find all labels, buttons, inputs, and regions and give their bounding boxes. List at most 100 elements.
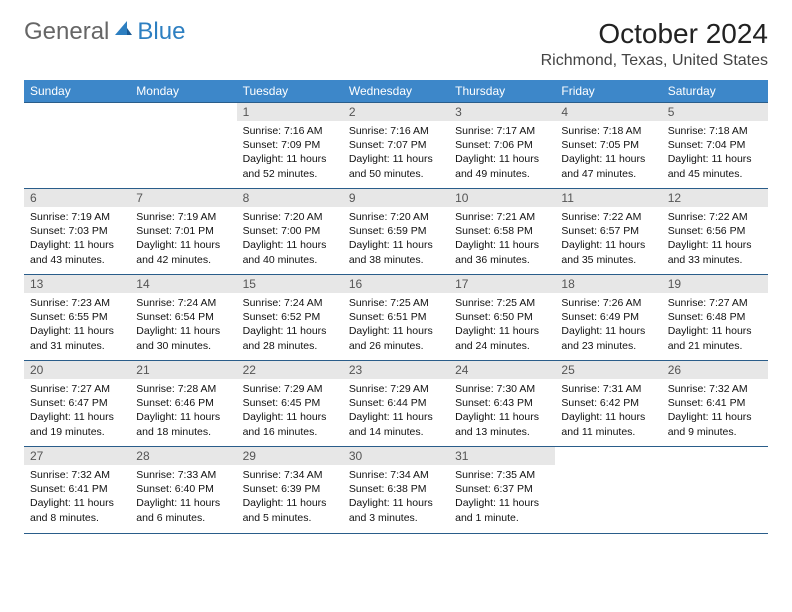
day-cell: 25Sunrise: 7:31 AMSunset: 6:42 PMDayligh… xyxy=(555,361,661,447)
day-details: Sunrise: 7:34 AMSunset: 6:38 PMDaylight:… xyxy=(343,465,449,529)
sunset-line: Sunset: 6:57 PM xyxy=(561,225,639,237)
day-number: 12 xyxy=(662,189,768,207)
sunset-line: Sunset: 6:40 PM xyxy=(136,483,214,495)
day-details: Sunrise: 7:23 AMSunset: 6:55 PMDaylight:… xyxy=(24,293,130,357)
day-cell: 14Sunrise: 7:24 AMSunset: 6:54 PMDayligh… xyxy=(130,275,236,361)
day-details: Sunrise: 7:29 AMSunset: 6:44 PMDaylight:… xyxy=(343,379,449,443)
day-details: Sunrise: 7:32 AMSunset: 6:41 PMDaylight:… xyxy=(662,379,768,443)
day-number: 30 xyxy=(343,447,449,465)
daylight-line: Daylight: 11 hours and 9 minutes. xyxy=(668,411,752,437)
logo-text-blue: Blue xyxy=(137,18,185,46)
day-cell: 10Sunrise: 7:21 AMSunset: 6:58 PMDayligh… xyxy=(449,189,555,275)
day-details: Sunrise: 7:29 AMSunset: 6:45 PMDaylight:… xyxy=(237,379,343,443)
sunrise-line: Sunrise: 7:28 AM xyxy=(136,383,216,395)
logo-sail-icon xyxy=(113,18,133,46)
weekday-header: Monday xyxy=(130,80,236,103)
sunset-line: Sunset: 6:41 PM xyxy=(30,483,108,495)
daylight-line: Daylight: 11 hours and 21 minutes. xyxy=(668,325,752,351)
day-number: 11 xyxy=(555,189,661,207)
sunrise-line: Sunrise: 7:34 AM xyxy=(349,469,429,481)
calendar-row: 6 Sunrise: 7:19 AM Sunset: 7:03 PM Daylight… xyxy=(24,189,768,275)
day-cell: 27Sunrise: 7:32 AMSunset: 6:41 PMDayligh… xyxy=(24,447,130,533)
day-number: 8 xyxy=(237,189,343,207)
header: General Blue October 2024 Richmond, Texa… xyxy=(24,18,768,70)
day-cell: 1Sunrise: 7:16 AMSunset: 7:09 PMDaylight… xyxy=(237,103,343,189)
day-number: 13 xyxy=(24,275,130,293)
daylight-line: Daylight: 11 hours and 14 minutes. xyxy=(349,411,433,437)
day-number: 29 xyxy=(237,447,343,465)
sunset-line: Sunset: 7:03 PM xyxy=(30,225,108,237)
day-cell: 24Sunrise: 7:30 AMSunset: 6:43 PMDayligh… xyxy=(449,361,555,447)
day-number: 15 xyxy=(237,275,343,293)
daylight-line: Daylight: 11 hours and 11 minutes. xyxy=(561,411,645,437)
day-number: 10 xyxy=(449,189,555,207)
sunset-line: Sunset: 7:04 PM xyxy=(668,139,746,151)
daylight-line: Daylight: 11 hours and 43 minutes. xyxy=(30,239,114,265)
day-details: Sunrise: 7:25 AMSunset: 6:50 PMDaylight:… xyxy=(449,293,555,357)
logo: General Blue xyxy=(24,18,185,46)
day-number: 9 xyxy=(343,189,449,207)
weekday-header: Wednesday xyxy=(343,80,449,103)
day-details: Sunrise: 7:28 AMSunset: 6:46 PMDaylight:… xyxy=(130,379,236,443)
sunrise-line: Sunrise: 7:19 AM xyxy=(30,211,110,223)
sunset-line: Sunset: 6:59 PM xyxy=(349,225,427,237)
daylight-line: Daylight: 11 hours and 13 minutes. xyxy=(455,411,539,437)
sunrise-line: Sunrise: 7:27 AM xyxy=(668,297,748,309)
calendar-row: 20Sunrise: 7:27 AMSunset: 6:47 PMDayligh… xyxy=(24,361,768,447)
day-details: Sunrise: 7:27 AMSunset: 6:48 PMDaylight:… xyxy=(662,293,768,357)
day-details: Sunrise: 7:31 AMSunset: 6:42 PMDaylight:… xyxy=(555,379,661,443)
day-cell: 21Sunrise: 7:28 AMSunset: 6:46 PMDayligh… xyxy=(130,361,236,447)
day-cell: 31 Sunrise: 7:35 AM Sunset: 6:37 PM Dayligh… xyxy=(449,447,555,533)
day-details: Sunrise: 7:25 AMSunset: 6:51 PMDaylight:… xyxy=(343,293,449,357)
daylight-line: Daylight: 11 hours and 6 minutes. xyxy=(136,497,220,523)
sunrise-line: Sunrise: 7:22 AM xyxy=(668,211,748,223)
day-number: 3 xyxy=(449,103,555,121)
day-cell: 9Sunrise: 7:20 AMSunset: 6:59 PMDaylight… xyxy=(343,189,449,275)
day-number: 14 xyxy=(130,275,236,293)
day-number: 1 xyxy=(237,103,343,121)
day-number: 31 xyxy=(449,447,555,465)
sunrise-line: Sunrise: 7:20 AM xyxy=(243,211,323,223)
daylight-line: Daylight: 11 hours and 1 minute. xyxy=(455,497,539,523)
empty-cell xyxy=(24,103,130,189)
day-details: Sunrise: 7:24 AMSunset: 6:52 PMDaylight:… xyxy=(237,293,343,357)
day-details: Sunrise: 7:26 AMSunset: 6:49 PMDaylight:… xyxy=(555,293,661,357)
sunset-line: Sunset: 7:06 PM xyxy=(455,139,533,151)
sunset-line: Sunset: 6:54 PM xyxy=(136,311,214,323)
daylight-line: Daylight: 11 hours and 30 minutes. xyxy=(136,325,220,351)
sunrise-line: Sunrise: 7:29 AM xyxy=(349,383,429,395)
sunrise-line: Sunrise: 7:32 AM xyxy=(30,469,110,481)
daylight-line: Daylight: 11 hours and 31 minutes. xyxy=(30,325,114,351)
day-details: Sunrise: 7:35 AM Sunset: 6:37 PM Daylight:… xyxy=(449,465,555,529)
sunrise-line: Sunrise: 7:30 AM xyxy=(455,383,535,395)
calendar-row: 13Sunrise: 7:23 AMSunset: 6:55 PMDayligh… xyxy=(24,275,768,361)
day-details: Sunrise: 7:19 AM Sunset: 7:03 PM Daylight:… xyxy=(24,207,130,271)
daylight-line: Daylight: 11 hours and 3 minutes. xyxy=(349,497,433,523)
day-cell: 5Sunrise: 7:18 AMSunset: 7:04 PMDaylight… xyxy=(662,103,768,189)
daylight-line: Daylight: 11 hours and 52 minutes. xyxy=(243,153,327,179)
day-cell: 18Sunrise: 7:26 AMSunset: 6:49 PMDayligh… xyxy=(555,275,661,361)
day-number: 18 xyxy=(555,275,661,293)
day-cell: 13Sunrise: 7:23 AMSunset: 6:55 PMDayligh… xyxy=(24,275,130,361)
day-cell: 16Sunrise: 7:25 AMSunset: 6:51 PMDayligh… xyxy=(343,275,449,361)
day-details: Sunrise: 7:33 AMSunset: 6:40 PMDaylight:… xyxy=(130,465,236,529)
sunset-line: Sunset: 6:50 PM xyxy=(455,311,533,323)
daylight-line: Daylight: 11 hours and 38 minutes. xyxy=(349,239,433,265)
day-number: 7 xyxy=(130,189,236,207)
day-cell: 26Sunrise: 7:32 AMSunset: 6:41 PMDayligh… xyxy=(662,361,768,447)
daylight-line: Daylight: 11 hours and 16 minutes. xyxy=(243,411,327,437)
day-number: 19 xyxy=(662,275,768,293)
empty-cell xyxy=(130,103,236,189)
daylight-line: Daylight: 11 hours and 18 minutes. xyxy=(136,411,220,437)
day-cell: 2Sunrise: 7:16 AMSunset: 7:07 PMDaylight… xyxy=(343,103,449,189)
day-number: 20 xyxy=(24,361,130,379)
sunset-line: Sunset: 7:01 PM xyxy=(136,225,214,237)
day-number: 6 xyxy=(24,189,130,207)
day-details: Sunrise: 7:17 AMSunset: 7:06 PMDaylight:… xyxy=(449,121,555,185)
day-number: 24 xyxy=(449,361,555,379)
location: Richmond, Texas, United States xyxy=(541,52,768,70)
daylight-line: Daylight: 11 hours and 49 minutes. xyxy=(455,153,539,179)
calendar-table: SundayMondayTuesdayWednesdayThursdayFrid… xyxy=(24,80,768,533)
sunrise-line: Sunrise: 7:35 AM xyxy=(455,469,535,481)
sunset-line: Sunset: 6:37 PM xyxy=(455,483,533,495)
